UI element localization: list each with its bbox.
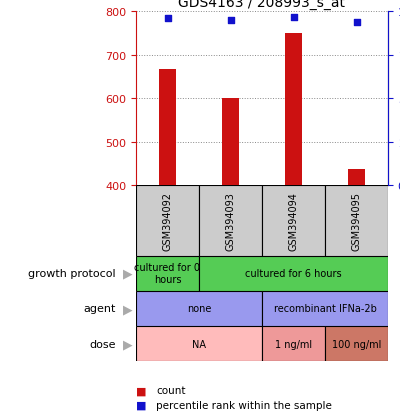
- Text: growth protocol: growth protocol: [28, 268, 116, 279]
- Text: cultured for 6 hours: cultured for 6 hours: [245, 268, 342, 279]
- Text: ▶: ▶: [123, 337, 133, 350]
- Point: [290, 14, 297, 21]
- Bar: [222, 99, 239, 186]
- Bar: [136, 186, 199, 256]
- Text: count: count: [156, 385, 186, 395]
- Text: ▶: ▶: [123, 267, 133, 280]
- Bar: [262, 291, 388, 326]
- Bar: [348, 170, 365, 186]
- Bar: [262, 186, 325, 256]
- Bar: [285, 34, 302, 186]
- Bar: [136, 256, 199, 291]
- Bar: [159, 70, 176, 186]
- Text: GSM394094: GSM394094: [288, 192, 298, 250]
- Text: dose: dose: [90, 339, 116, 349]
- Bar: [325, 326, 388, 361]
- Title: GDS4163 / 208993_s_at: GDS4163 / 208993_s_at: [178, 0, 346, 10]
- Text: none: none: [187, 304, 211, 314]
- Text: GSM394093: GSM394093: [226, 192, 236, 250]
- Text: 100 ng/ml: 100 ng/ml: [332, 339, 381, 349]
- Text: ▶: ▶: [123, 302, 133, 315]
- Bar: [199, 256, 388, 291]
- Text: cultured for 0
hours: cultured for 0 hours: [134, 263, 200, 285]
- Text: NA: NA: [192, 339, 206, 349]
- Bar: [325, 186, 388, 256]
- Point: [353, 19, 360, 26]
- Text: 1 ng/ml: 1 ng/ml: [275, 339, 312, 349]
- Bar: [199, 186, 262, 256]
- Bar: [136, 326, 262, 361]
- Text: agent: agent: [84, 304, 116, 314]
- Text: recombinant IFNa-2b: recombinant IFNa-2b: [274, 304, 376, 314]
- Bar: [136, 291, 262, 326]
- Text: ■: ■: [136, 385, 146, 395]
- Bar: [262, 326, 325, 361]
- Text: percentile rank within the sample: percentile rank within the sample: [156, 400, 332, 410]
- Point: [227, 18, 234, 24]
- Text: GSM394095: GSM394095: [352, 192, 362, 250]
- Text: ■: ■: [136, 400, 146, 410]
- Point: [164, 16, 171, 23]
- Text: GSM394092: GSM394092: [162, 192, 172, 250]
